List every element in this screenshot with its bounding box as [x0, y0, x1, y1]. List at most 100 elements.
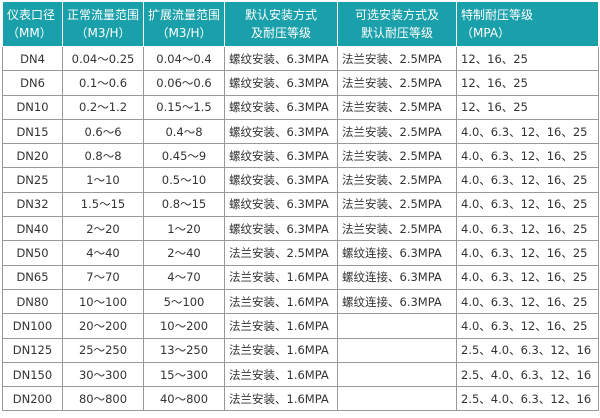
cell-optional-install: 法兰安装、2.5MPA: [337, 167, 457, 193]
cell-special-pressure: 12、16、25: [456, 94, 599, 120]
header-line: 可选安装方式及: [354, 8, 439, 22]
header-special-pressure: 特制耐压等级 （MPA）: [456, 2, 599, 47]
cell-normal-flow: 25～250: [62, 337, 144, 363]
cell-normal-flow: 2～20: [62, 216, 144, 242]
cell-normal-flow: 80～800: [62, 386, 144, 412]
cell-optional-install: 法兰安装、2.5MPA: [337, 94, 457, 120]
cell-normal-flow: 0.04～0.25: [62, 45, 144, 72]
header-line: 扩展流量范围: [147, 8, 220, 22]
header-line: （M3/H）: [75, 26, 131, 40]
cell-normal-flow: 1～10: [62, 167, 144, 193]
cell-extended-flow: 0.5～10: [143, 167, 225, 193]
table-row: DN65 7～70 4～70 法兰安装、1.6MPA 螺纹连接、6.3MPA 4.0、6.…: [2, 264, 599, 290]
cell-extended-flow: 0.8～15: [143, 191, 225, 218]
cell-special-pressure: 4.0、6.3、12、16、25: [456, 143, 599, 169]
cell-optional-install: 螺纹连接、6.3MPA: [337, 264, 457, 290]
cell-normal-flow: 0.2～1.2: [62, 94, 144, 120]
header-line: （M3/H）: [156, 26, 212, 40]
cell-optional-install: 法兰安装、2.5MPA: [337, 216, 457, 242]
cell-normal-flow: 10～100: [62, 288, 144, 315]
cell-special-pressure: 12、16、25: [456, 70, 599, 96]
cell-default-install: 螺纹安装、6.3MPA: [224, 167, 338, 193]
cell-extended-flow: 4～70: [143, 264, 225, 290]
cell-diameter: DN4: [2, 45, 63, 72]
cell-extended-flow: 40～800: [143, 386, 225, 412]
header-line: 及耐压等级: [250, 26, 311, 40]
table-row: DN100 20～200 10～200 法兰安装、1.6MPA 4.0、6.3、12、1…: [2, 313, 599, 339]
header-normal-flow: 正常流量范围 （M3/H）: [62, 2, 144, 47]
cell-diameter: DN32: [2, 191, 63, 218]
header-diameter: 仪表口径 （MM）: [2, 2, 63, 47]
cell-special-pressure: 2.5、4.0、6.3、12、16: [456, 386, 599, 412]
table-row: DN200 80～800 40～800 法兰安装、1.6MPA 2.5、4.0、6.3、…: [2, 386, 599, 412]
cell-special-pressure: 4.0、6.3、12、16、25: [456, 288, 599, 315]
cell-diameter: DN15: [2, 118, 63, 145]
cell-diameter: DN40: [2, 216, 63, 242]
header-line: 默认耐压等级: [360, 26, 433, 40]
header-line: （MPA）: [461, 26, 511, 40]
cell-normal-flow: 4～40: [62, 240, 144, 266]
cell-optional-install: 螺纹连接、6.3MPA: [337, 240, 457, 266]
header-line: 仪表口径: [7, 8, 56, 22]
header-extended-flow: 扩展流量范围 （M3/H）: [143, 2, 225, 47]
cell-default-install: 螺纹安装、6.3MPA: [224, 216, 338, 242]
cell-extended-flow: 0.06～0.6: [143, 70, 225, 96]
cell-normal-flow: 7～70: [62, 264, 144, 290]
cell-default-install: 法兰安装、1.6MPA: [224, 288, 338, 315]
cell-default-install: 螺纹安装、6.3MPA: [224, 118, 338, 145]
cell-diameter: DN65: [2, 264, 63, 290]
cell-extended-flow: 10～200: [143, 313, 225, 339]
cell-default-install: 法兰安装、1.6MPA: [224, 361, 338, 388]
table-row: DN50 4～40 2～40 法兰安装、2.5MPA 螺纹连接、6.3MPA 4.0、6.…: [2, 240, 599, 266]
cell-extended-flow: 0.04～0.4: [143, 45, 225, 72]
cell-diameter: DN20: [2, 143, 63, 169]
cell-special-pressure: 4.0、6.3、12、16、25: [456, 118, 599, 145]
cell-optional-install: 螺纹连接、6.3MPA: [337, 288, 457, 315]
cell-optional-install: [337, 361, 457, 388]
cell-optional-install: [337, 337, 457, 363]
header-line: 默认安装方式: [244, 8, 317, 22]
cell-default-install: 螺纹安装、6.3MPA: [224, 143, 338, 169]
cell-optional-install: 法兰安装、2.5MPA: [337, 118, 457, 145]
cell-optional-install: 法兰安装、2.5MPA: [337, 143, 457, 169]
cell-normal-flow: 0.6～6: [62, 118, 144, 145]
cell-special-pressure: 4.0、6.3、12、16、25: [456, 313, 599, 339]
cell-extended-flow: 15～300: [143, 361, 225, 388]
cell-diameter: DN25: [2, 167, 63, 193]
cell-normal-flow: 20～200: [62, 313, 144, 339]
table-row: DN40 2～20 1～20 螺纹安装、6.3MPA 法兰安装、2.5MPA 4.0、6.…: [2, 216, 599, 242]
table-row: DN25 1～10 0.5～10 螺纹安装、6.3MPA 法兰安装、2.5MPA 4.0、…: [2, 167, 599, 193]
cell-default-install: 法兰安装、2.5MPA: [224, 240, 338, 266]
cell-extended-flow: 1～20: [143, 216, 225, 242]
header-default-install: 默认安装方式 及耐压等级: [224, 2, 338, 47]
header-line: 正常流量范围: [66, 8, 139, 22]
cell-extended-flow: 13～250: [143, 337, 225, 363]
cell-normal-flow: 30～300: [62, 361, 144, 388]
table-row: DN32 1.5～15 0.8～15 螺纹安装、6.3MPA 法兰安装、2.5MPA 4.…: [2, 191, 599, 218]
cell-diameter: DN6: [2, 70, 63, 96]
cell-extended-flow: 0.15～1.5: [143, 94, 225, 120]
header-line: （MM）: [7, 26, 52, 40]
cell-optional-install: [337, 386, 457, 412]
table-row: DN80 10～100 5～100 法兰安装、1.6MPA 螺纹连接、6.3MPA 4.0…: [2, 288, 599, 315]
cell-special-pressure: 4.0、6.3、12、16、25: [456, 167, 599, 193]
cell-default-install: 法兰安装、1.6MPA: [224, 337, 338, 363]
cell-default-install: 法兰安装、1.6MPA: [224, 313, 338, 339]
cell-special-pressure: 4.0、6.3、12、16、25: [456, 191, 599, 218]
cell-extended-flow: 5～100: [143, 288, 225, 315]
cell-special-pressure: 4.0、6.3、12、16、25: [456, 264, 599, 290]
cell-diameter: DN80: [2, 288, 63, 315]
cell-default-install: 螺纹安装、6.3MPA: [224, 191, 338, 218]
table-row: DN6 0.1～0.6 0.06～0.6 螺纹安装、6.3MPA 法兰安装、2.5MPA…: [2, 70, 599, 96]
cell-default-install: 螺纹安装、6.3MPA: [224, 94, 338, 120]
header-line: 特制耐压等级: [461, 8, 534, 22]
cell-special-pressure: 2.5、4.0、6.3、12、16: [456, 337, 599, 363]
cell-extended-flow: 2～40: [143, 240, 225, 266]
table-row: DN4 0.04～0.25 0.04～0.4 螺纹安装、6.3MPA 法兰安装、2.5M…: [2, 45, 599, 72]
table-row: DN150 30～300 15～300 法兰安装、1.6MPA 2.5、4.0、6.3、…: [2, 361, 599, 388]
cell-diameter: DN150: [2, 361, 63, 388]
cell-normal-flow: 0.8～8: [62, 143, 144, 169]
cell-special-pressure: 4.0、6.3、12、16、25: [456, 240, 599, 266]
cell-diameter: DN200: [2, 386, 63, 412]
cell-special-pressure: 12、16、25: [456, 45, 599, 72]
